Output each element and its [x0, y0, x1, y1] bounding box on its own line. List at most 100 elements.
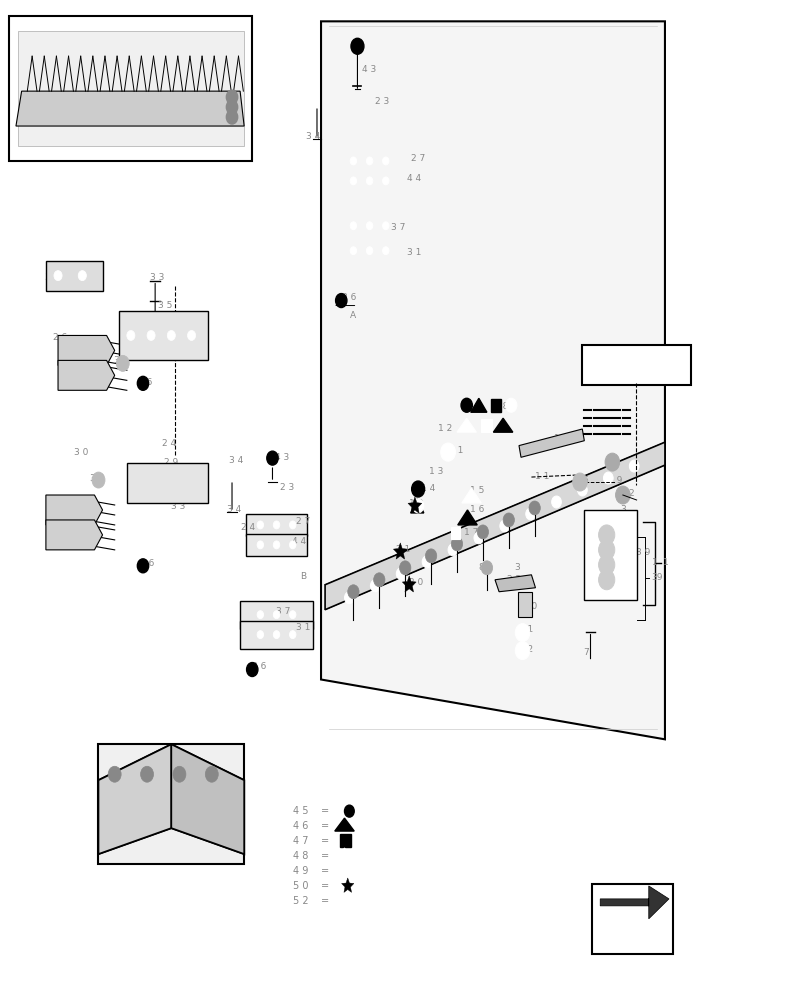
- Text: 1 2: 1 2: [437, 424, 452, 433]
- Polygon shape: [46, 495, 102, 525]
- Text: A: A: [350, 311, 356, 320]
- Bar: [10, 16, 252, 161]
- Circle shape: [461, 398, 472, 412]
- Circle shape: [273, 541, 280, 549]
- Text: 4 1: 4 1: [518, 625, 532, 634]
- Text: 3 4: 3 4: [229, 456, 242, 465]
- Text: 3 9: 3 9: [607, 476, 621, 485]
- Circle shape: [344, 895, 354, 907]
- Text: 3 8: 3 8: [114, 356, 128, 365]
- Circle shape: [92, 472, 105, 488]
- Text: 2 6: 2 6: [55, 505, 69, 514]
- Text: 3 6: 3 6: [341, 293, 356, 302]
- Circle shape: [366, 177, 372, 185]
- Circle shape: [525, 508, 534, 520]
- Circle shape: [167, 330, 175, 340]
- Text: 4 3: 4 3: [362, 65, 376, 74]
- Circle shape: [440, 443, 455, 461]
- Circle shape: [257, 521, 264, 529]
- Text: 3 1: 3 1: [296, 623, 310, 632]
- Polygon shape: [334, 848, 354, 861]
- Circle shape: [147, 330, 155, 340]
- Polygon shape: [461, 488, 481, 503]
- Text: 4 6: 4 6: [293, 821, 308, 831]
- Text: 4 4: 4 4: [292, 537, 306, 546]
- Text: 3 6: 3 6: [138, 378, 152, 387]
- Circle shape: [187, 330, 195, 340]
- Bar: [46, 261, 102, 291]
- Circle shape: [598, 525, 614, 545]
- Text: 4 8: 4 8: [293, 851, 308, 861]
- Bar: [18, 31, 244, 146]
- Text: 3 4: 3 4: [306, 132, 320, 141]
- Circle shape: [412, 499, 423, 513]
- Circle shape: [481, 561, 492, 575]
- Text: 2 6: 2 6: [53, 333, 67, 342]
- Circle shape: [474, 532, 483, 544]
- Circle shape: [226, 90, 238, 104]
- Text: 3 6: 3 6: [139, 559, 154, 568]
- Text: 2 3: 2 3: [374, 97, 388, 106]
- Text: 1 3: 1 3: [428, 467, 443, 476]
- Circle shape: [273, 611, 280, 619]
- Text: 4 4: 4 4: [406, 174, 421, 183]
- Circle shape: [173, 766, 186, 782]
- Text: 6: 6: [616, 575, 621, 584]
- Text: 3 4: 3 4: [227, 505, 241, 514]
- Text: B: B: [300, 572, 306, 581]
- Text: =: =: [320, 821, 328, 831]
- Text: 3 5: 3 5: [158, 301, 173, 310]
- Text: 5 1: 5 1: [448, 446, 463, 455]
- Text: =: =: [320, 806, 328, 816]
- Circle shape: [396, 568, 406, 580]
- Circle shape: [257, 541, 264, 549]
- Circle shape: [572, 473, 586, 491]
- Circle shape: [108, 766, 121, 782]
- Circle shape: [350, 247, 356, 255]
- Polygon shape: [470, 398, 487, 412]
- Circle shape: [425, 549, 436, 563]
- Circle shape: [505, 398, 517, 412]
- Circle shape: [411, 481, 424, 497]
- Polygon shape: [599, 886, 668, 919]
- Circle shape: [273, 521, 280, 529]
- Circle shape: [226, 100, 238, 114]
- Text: 2 5: 2 5: [67, 539, 81, 548]
- Circle shape: [382, 177, 388, 185]
- Bar: [591, 884, 672, 954]
- Circle shape: [366, 157, 372, 165]
- Text: 4 3: 4 3: [275, 453, 289, 462]
- Bar: [98, 744, 244, 864]
- Text: 4 7: 4 7: [293, 836, 308, 846]
- Text: 2 3: 2 3: [280, 483, 294, 492]
- Text: 2 4: 2 4: [161, 439, 176, 448]
- Text: 5: 5: [616, 557, 621, 566]
- Circle shape: [422, 556, 431, 568]
- Bar: [333, 237, 406, 265]
- Polygon shape: [58, 335, 114, 365]
- Circle shape: [451, 537, 462, 551]
- Circle shape: [528, 501, 539, 515]
- Circle shape: [350, 38, 363, 54]
- Circle shape: [350, 222, 356, 230]
- Circle shape: [448, 544, 457, 556]
- Circle shape: [629, 460, 638, 472]
- Bar: [246, 514, 307, 536]
- Text: =: =: [320, 836, 328, 846]
- Polygon shape: [495, 575, 534, 592]
- Bar: [240, 621, 312, 649]
- Text: 3 6: 3 6: [251, 662, 265, 671]
- Polygon shape: [320, 21, 664, 739]
- Text: 20.13.20: 20.13.20: [605, 359, 667, 372]
- Text: 2 9: 2 9: [164, 458, 178, 467]
- Text: 3 2: 3 2: [45, 273, 59, 282]
- Text: =: =: [320, 866, 328, 876]
- Text: 2 1: 2 1: [396, 545, 410, 554]
- Text: =: =: [320, 896, 328, 906]
- Polygon shape: [407, 497, 421, 513]
- Text: 4 9: 4 9: [293, 866, 308, 876]
- Circle shape: [551, 496, 560, 508]
- Circle shape: [137, 376, 148, 390]
- Circle shape: [78, 271, 86, 281]
- Polygon shape: [393, 543, 407, 559]
